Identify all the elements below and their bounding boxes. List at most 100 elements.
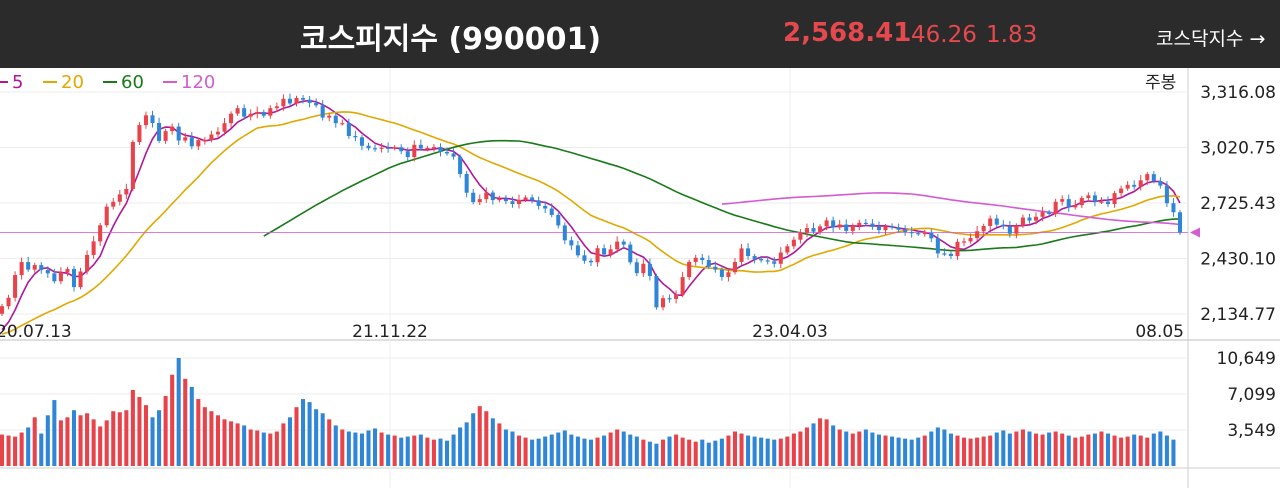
volume-bar (281, 423, 286, 466)
volume-bar (739, 433, 744, 466)
volume-bar (91, 419, 96, 466)
candle-body (674, 294, 679, 299)
candle-body (268, 108, 273, 116)
volume-bar (968, 438, 973, 466)
volume-bar (890, 436, 895, 466)
header-bar: 코스피지수 (990001) 2,568.41 46.26 1.83 코스닥지수… (0, 0, 1280, 68)
price-tick-label: 2,430.10 (1200, 249, 1276, 269)
volume-bar (575, 436, 580, 466)
candle-body (301, 98, 306, 100)
kosdaq-index-link[interactable]: 코스닥지수 → (1156, 28, 1266, 50)
candle-body (477, 199, 482, 203)
volume-bar (1105, 433, 1111, 466)
candle-body (91, 241, 96, 255)
volume-bar (916, 437, 921, 466)
volume-bar (687, 439, 692, 466)
date-tick-label: 21.11.22 (352, 322, 428, 342)
candle-body (759, 258, 764, 261)
axis-labels: 3,316.08 3,020.75 2,725.43 2,430.10 2,134.77… (0, 83, 1276, 441)
candle-body (857, 222, 862, 226)
volume-bar (130, 389, 135, 466)
volume-bar (870, 432, 875, 466)
volume-bar (732, 431, 738, 466)
candle-body (608, 249, 613, 255)
candle-body (386, 147, 391, 149)
candle-body (327, 115, 332, 118)
volume-bar (896, 437, 901, 466)
candle-body (818, 226, 823, 232)
volume-bar (798, 431, 803, 466)
volume-bar (556, 432, 561, 466)
volume-bar (444, 440, 450, 466)
volume-bar (1007, 433, 1012, 466)
candle-body (804, 228, 809, 233)
candle-body (1060, 199, 1065, 202)
volume-bar (0, 434, 5, 466)
volume-bar (229, 421, 234, 466)
volume-bar (674, 434, 679, 466)
candle-body (1132, 184, 1137, 187)
volume-bar (157, 410, 162, 466)
volume-bar (628, 434, 633, 466)
volume-bar (516, 435, 522, 466)
volume-bar (510, 431, 515, 466)
volume-bar (327, 419, 332, 466)
volume-bar (804, 427, 809, 466)
volume-bar (58, 420, 63, 466)
volume-bar (1138, 435, 1143, 466)
candle-body (45, 269, 50, 274)
candle-body (215, 131, 220, 135)
volume-tick-label: 3,549 (1227, 421, 1276, 441)
volume-bar (78, 415, 83, 466)
candle-body (333, 115, 338, 124)
volume-bar (536, 438, 541, 466)
volume-bar (215, 415, 220, 466)
candle-body (968, 238, 973, 242)
candle-body (1105, 201, 1111, 205)
volume-bar (484, 411, 489, 466)
volume-bar (458, 427, 463, 466)
candle-body (451, 153, 456, 157)
volume-bar (307, 402, 312, 466)
volume-bar (26, 427, 31, 466)
candle-body (418, 144, 423, 149)
date-tick-label: 23.04.03 (752, 322, 828, 342)
volume-bar (13, 436, 18, 466)
candle-body (1079, 198, 1084, 206)
candle-body (242, 108, 247, 117)
volume-bar (340, 429, 345, 466)
candle-body (929, 232, 934, 239)
candle-body (647, 263, 652, 276)
volume-bar (654, 443, 659, 466)
volume-bar (1033, 433, 1039, 466)
candle-body (412, 144, 417, 158)
candle-body (1040, 212, 1045, 217)
volume-bar (274, 431, 279, 466)
ma-line-60 (263, 139, 1181, 252)
candle-body (746, 248, 751, 257)
volume-bar (19, 432, 24, 466)
candle-body (876, 226, 881, 231)
volume-bar (700, 439, 705, 466)
volume-bar (994, 432, 999, 466)
candle-body (202, 140, 207, 142)
volume-bar (399, 437, 404, 466)
candle-body (32, 265, 37, 270)
candle-body (1145, 174, 1150, 181)
volume-tick-label: 7,099 (1227, 385, 1276, 405)
volume-bar (85, 413, 90, 466)
period-label[interactable]: 주봉 (1145, 73, 1176, 93)
volume-bar (1040, 434, 1045, 466)
candle-body (379, 147, 384, 149)
candlestick-chart[interactable]: 3,316.08 3,020.75 2,725.43 2,430.10 2,134.77… (0, 68, 1280, 488)
volume-bar (765, 438, 770, 466)
candle-body (444, 151, 450, 154)
candle-body (281, 98, 286, 107)
candle-body (85, 254, 90, 272)
volume-bar (562, 430, 567, 466)
volume-bar (863, 429, 868, 466)
volume-bar (438, 438, 443, 466)
candle-body (602, 248, 607, 255)
candle-body (438, 147, 443, 152)
candle-body (536, 200, 541, 206)
